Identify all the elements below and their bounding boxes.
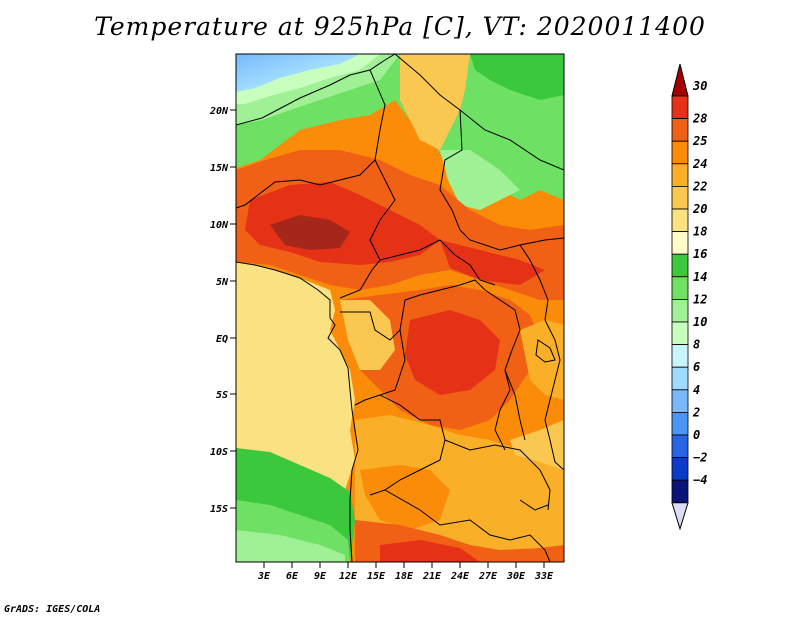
colorbar-swatch	[671, 231, 689, 255]
lat-label: 20N	[209, 106, 229, 117]
colorbar-swatch	[671, 389, 689, 413]
colorbar-label: 18	[693, 225, 707, 239]
lat-label: 5S	[216, 390, 228, 401]
lon-label: 27E	[478, 571, 498, 582]
colorbar-swatch	[671, 344, 689, 368]
colorbar-swatch	[671, 163, 689, 187]
footer-credit: GrADS: IGES/COLA	[4, 604, 101, 615]
colorbar-swatch	[671, 140, 689, 165]
colorbar-label: −4	[693, 473, 707, 487]
colorbar-label: −2	[693, 451, 707, 465]
colorbar-swatch	[671, 118, 689, 142]
colorbar-label: 12	[693, 292, 707, 306]
latitude-labels: 20N 15N 10N 5N EQ 5S 10S 15S	[209, 106, 229, 515]
lon-label: 30E	[506, 571, 526, 582]
colorbar-label: 30	[692, 79, 707, 93]
colorbar-swatch	[671, 411, 689, 436]
colorbar-swatch	[671, 366, 689, 391]
lat-label: 10S	[210, 447, 228, 458]
colorbar-top-triangle	[671, 63, 689, 97]
colorbar-swatch	[671, 185, 689, 210]
colorbar-label: 14	[693, 270, 707, 284]
colorbar-swatch	[671, 457, 689, 481]
colorbar-label: 20	[692, 202, 707, 216]
colorbar-label: 10	[693, 315, 707, 329]
temperature-field	[236, 54, 564, 562]
colorbar-label: 4	[693, 383, 700, 397]
colorbar-swatch	[671, 95, 689, 120]
map-frame	[235, 53, 565, 563]
lon-label: 33E	[534, 571, 554, 582]
lon-label: 9E	[314, 571, 327, 582]
axis-ticks	[230, 109, 545, 568]
map-title: Temperature at 925hPa [C], VT: 202001140…	[94, 12, 706, 41]
colorbar-label: 25	[692, 134, 707, 148]
colorbar-label: 6	[693, 360, 700, 374]
colorbar-swatch	[671, 321, 689, 346]
longitude-labels: 3E 6E 9E 12E 15E 18E 21E 24E 27E 30E 33E	[257, 571, 554, 582]
colorbar-label: 16	[693, 247, 707, 261]
lat-label: 10N	[210, 220, 229, 231]
colorbar-label: 24	[692, 157, 707, 171]
colorbar-swatch	[671, 276, 689, 300]
colorbar-swatch	[671, 434, 689, 459]
lon-label: 24E	[450, 571, 470, 582]
lon-label: 3E	[257, 571, 271, 582]
lon-label: 12E	[339, 571, 358, 582]
boundaries	[236, 54, 564, 562]
colorbar-label: 22	[692, 179, 707, 193]
lat-label: 5N	[216, 277, 229, 288]
lat-label: 15N	[210, 163, 229, 174]
lat-label: EQ	[216, 334, 228, 345]
colorbar-swatch	[671, 479, 689, 504]
colorbar-label: 2	[692, 405, 700, 419]
lon-label: 18E	[395, 571, 414, 582]
lon-label: 6E	[286, 571, 299, 582]
lon-label: 15E	[367, 571, 386, 582]
colorbar-swatch	[671, 298, 689, 323]
lat-label: 15S	[210, 504, 228, 515]
colorbar-label: 8	[693, 338, 700, 352]
lon-label: 21E	[422, 571, 442, 582]
colorbar-label: 0	[693, 428, 700, 442]
colorbar-label: 28	[692, 112, 707, 126]
colorbar-swatch	[671, 208, 689, 233]
colorbar-bottom-triangle	[671, 502, 689, 531]
colorbar-swatch	[671, 253, 689, 278]
